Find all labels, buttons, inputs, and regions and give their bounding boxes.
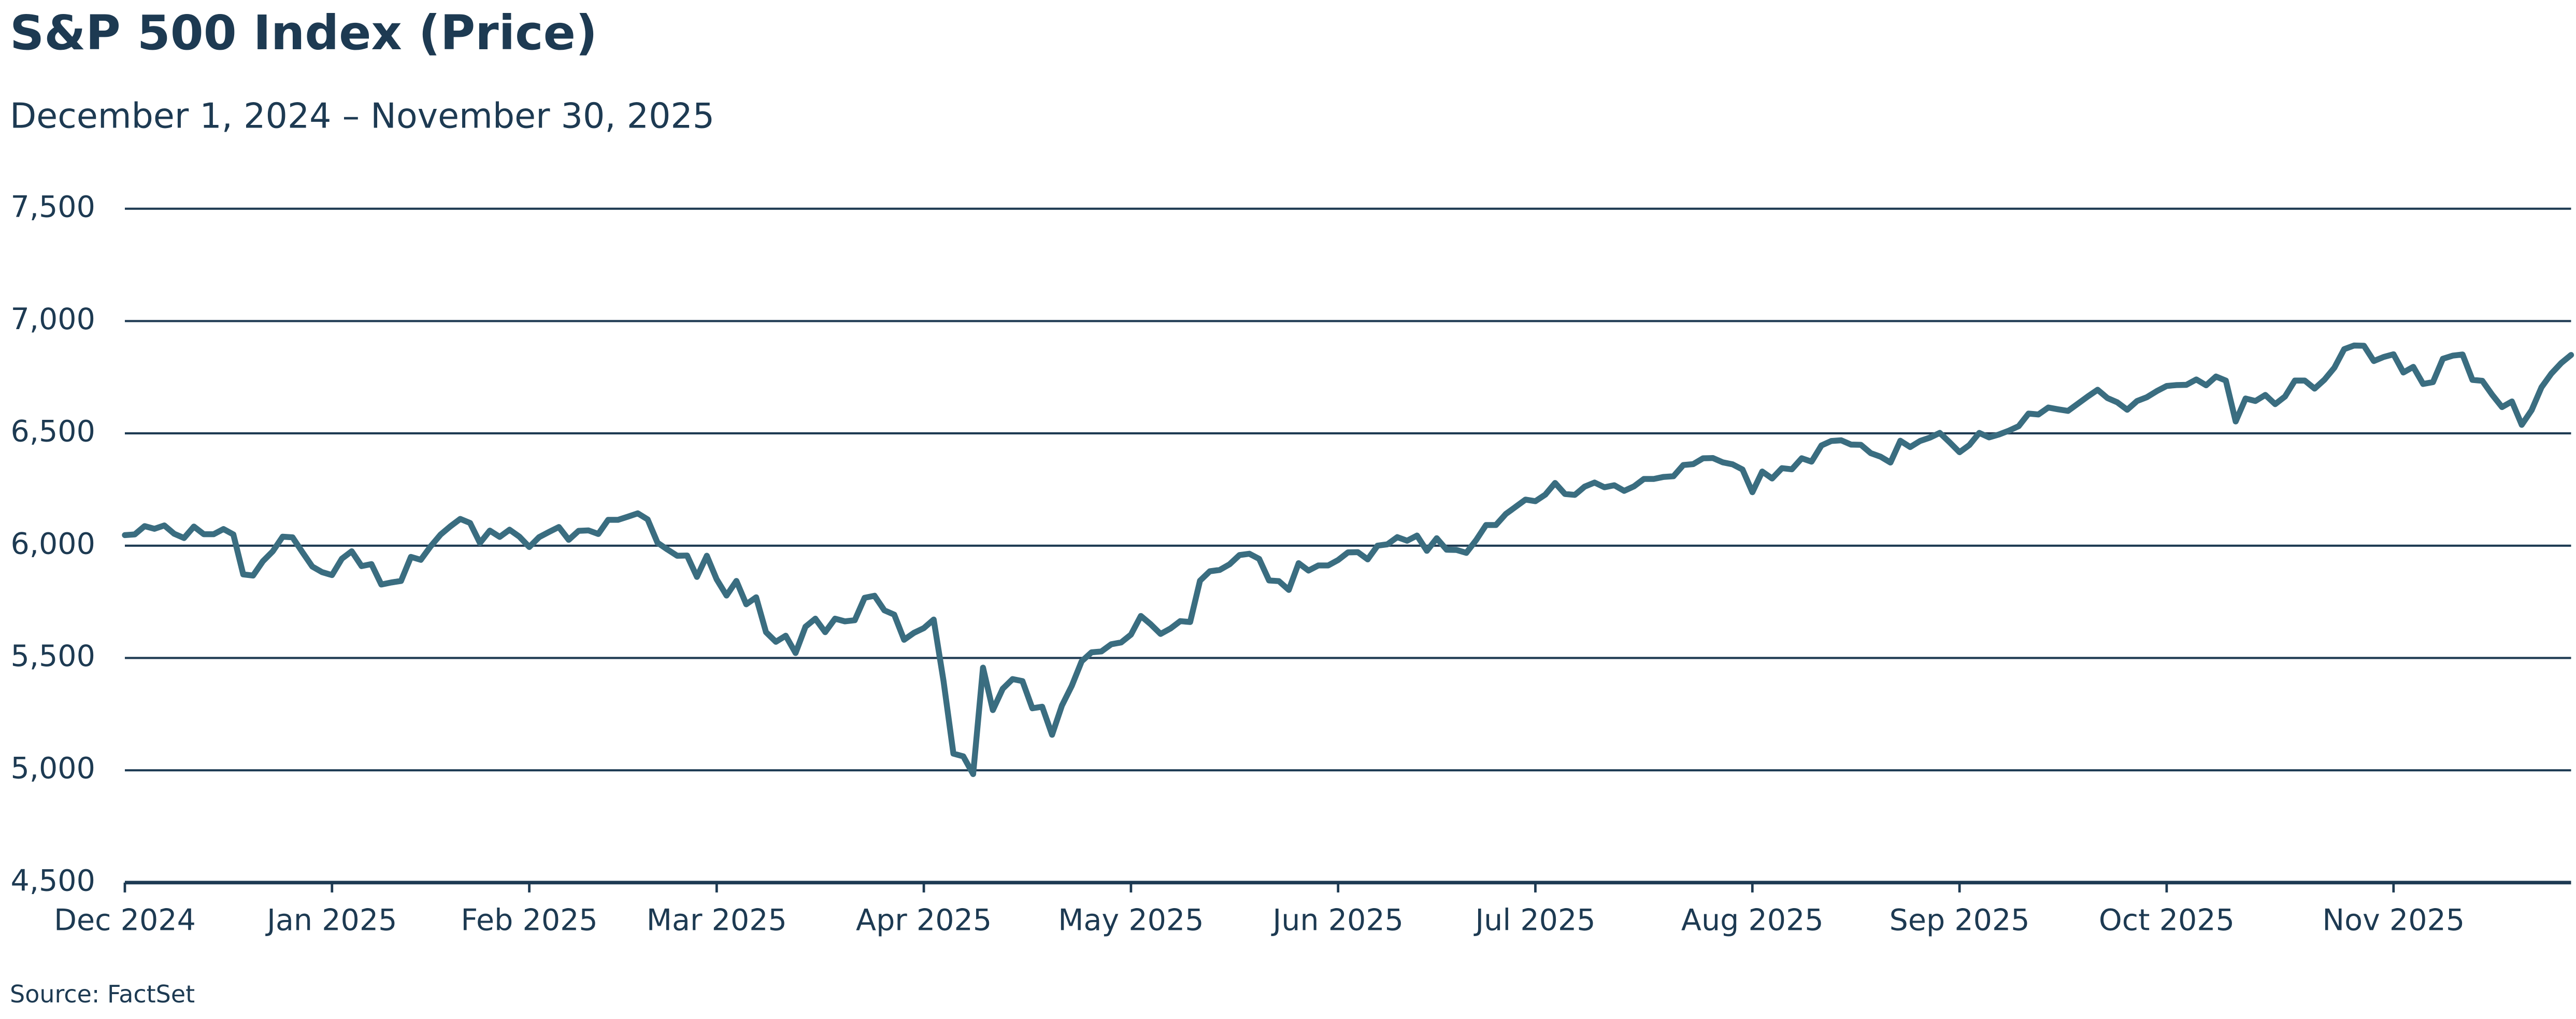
- y-tick-label: 6,500: [11, 415, 95, 449]
- y-tick-label: 7,500: [11, 190, 95, 224]
- chart-title: S&P 500 Index (Price): [10, 5, 597, 61]
- x-tick-label: Mar 2025: [647, 903, 787, 938]
- x-tick-label: Oct 2025: [2099, 903, 2235, 938]
- price-line: [122, 342, 2574, 777]
- x-tick-label: Nov 2025: [2322, 903, 2465, 938]
- x-tick-label: Jan 2025: [265, 903, 397, 938]
- x-tick-label: Apr 2025: [856, 903, 992, 938]
- y-tick-label: 7,000: [11, 302, 95, 336]
- chart-subtitle: December 1, 2024 – November 30, 2025: [10, 95, 714, 136]
- x-tick-label: Jul 2025: [1473, 903, 1595, 938]
- x-tick-label: Feb 2025: [461, 903, 597, 938]
- y-tick-label: 5,500: [11, 639, 95, 673]
- x-tick-label: Dec 2024: [54, 903, 196, 938]
- y-tick-label: 5,000: [11, 752, 95, 786]
- x-tick-label: Aug 2025: [1681, 903, 1824, 938]
- x-tick-label: May 2025: [1058, 903, 1204, 938]
- x-tick-label: Sep 2025: [1890, 903, 2030, 938]
- x-tick-label: Jun 2025: [1271, 903, 1404, 938]
- y-tick-label: 4,500: [11, 864, 95, 898]
- y-tick-label: 6,000: [11, 527, 95, 561]
- source-note: Source: FactSet: [10, 980, 195, 1008]
